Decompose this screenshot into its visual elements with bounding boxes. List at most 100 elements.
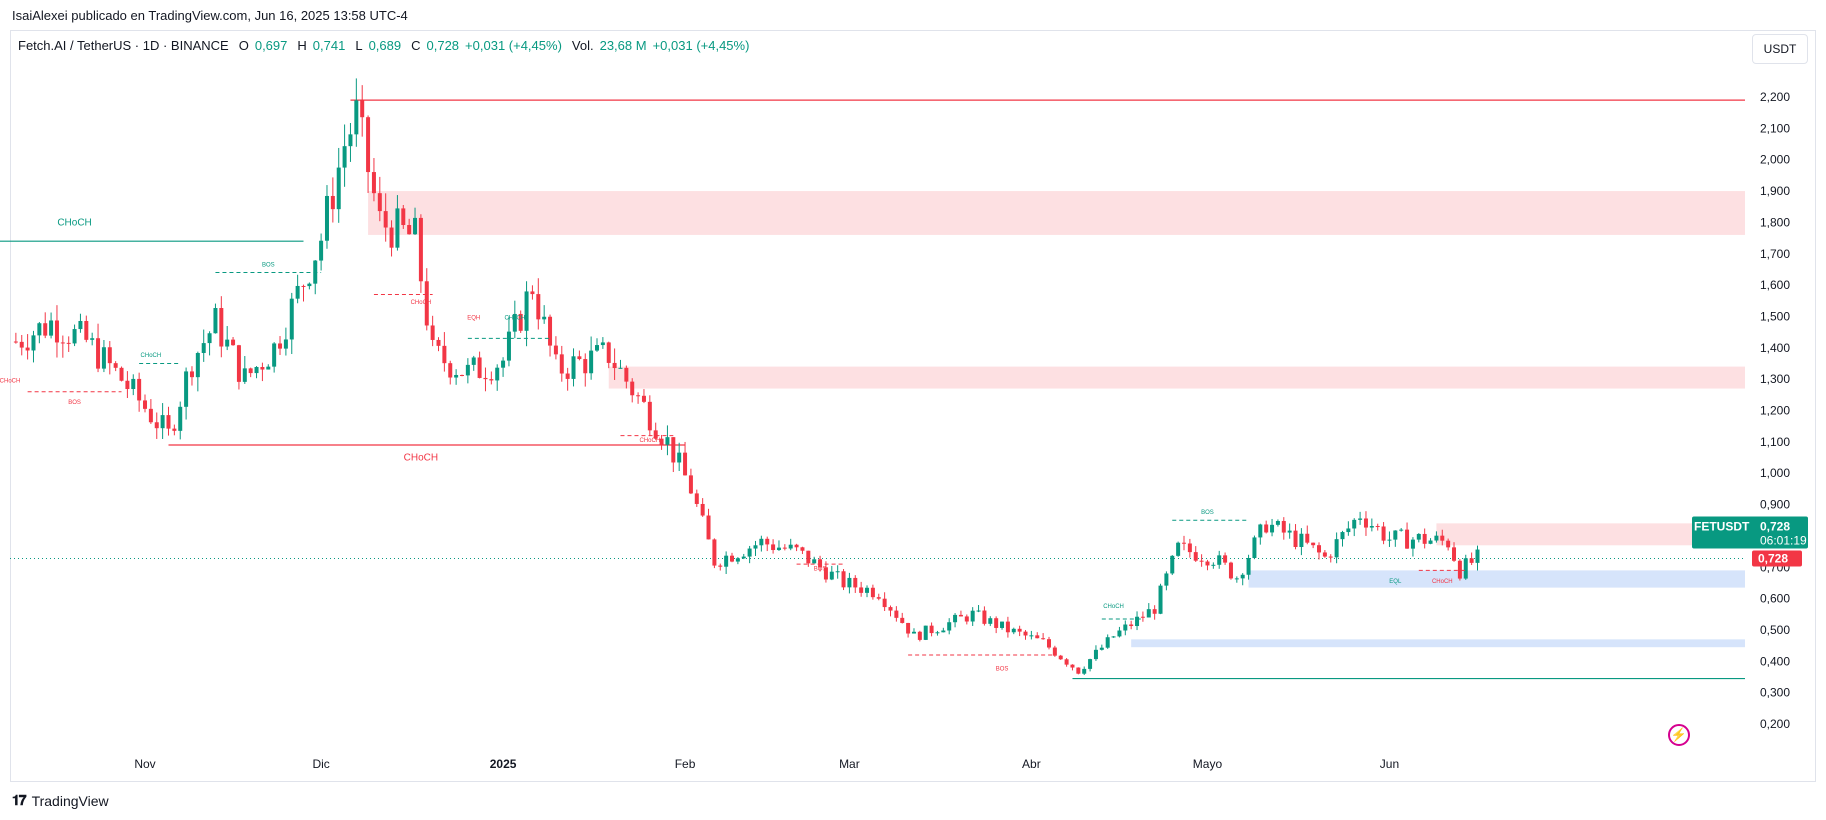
candle (219, 296, 224, 358)
candle (195, 351, 200, 392)
candle-body (254, 367, 259, 374)
x-tick-label: Nov (134, 757, 155, 771)
candle-body (471, 357, 476, 365)
candle-body (1052, 647, 1057, 656)
candle-body (1258, 524, 1263, 538)
candle-body (612, 362, 617, 369)
candle (489, 371, 494, 385)
candle (383, 193, 388, 242)
candle (812, 556, 817, 564)
candle (542, 305, 547, 324)
legend-close-key: C (411, 38, 421, 53)
currency-selector[interactable]: USDT (1752, 34, 1808, 64)
annotation-choch: CHoCH (504, 316, 525, 322)
candle (471, 355, 476, 371)
candle (231, 336, 236, 346)
candle-body (37, 323, 42, 336)
candle (688, 468, 693, 495)
candle (225, 326, 230, 351)
candle (630, 378, 635, 403)
candle (477, 351, 482, 379)
legend-change: +0,031 (+4,45%) (465, 38, 562, 53)
candle (260, 362, 265, 382)
candle-body (1463, 558, 1468, 579)
candle-body (935, 632, 940, 634)
lightning-icon[interactable]: ⚡ (1668, 724, 1690, 746)
candle (125, 371, 130, 399)
candle (1187, 538, 1192, 558)
candle-body (1328, 556, 1333, 558)
annotation-eql: EQL (1389, 579, 1402, 585)
candle-body (1135, 616, 1140, 627)
candle (459, 374, 464, 377)
candle (1252, 535, 1257, 560)
candle (1422, 528, 1427, 549)
candle-body (201, 343, 206, 353)
candle (371, 158, 376, 202)
candle-body (506, 331, 511, 361)
legend-symbol[interactable]: Fetch.AI / TetherUS · 1D · BINANCE (18, 38, 229, 53)
x-tick-label: Abr (1022, 757, 1041, 771)
candle (342, 124, 347, 187)
candle (1322, 550, 1327, 558)
candle (1223, 552, 1228, 565)
candle-body (976, 610, 981, 612)
candle-body (1023, 631, 1028, 636)
candle-body (1369, 526, 1374, 528)
candle-body (753, 545, 758, 549)
candle (606, 341, 611, 369)
candle-body (154, 422, 159, 429)
candle (1152, 605, 1157, 620)
candle-body (477, 357, 482, 378)
candle-body (236, 345, 241, 382)
candle (1393, 530, 1398, 547)
candle-body (1469, 558, 1474, 563)
candle (612, 348, 617, 380)
candle-body (618, 367, 623, 369)
candle (1140, 611, 1145, 622)
candle-body (1358, 518, 1363, 520)
candle (800, 546, 805, 555)
candle (113, 361, 118, 372)
candle (829, 565, 834, 581)
y-tick-label: 0,200 (1760, 717, 1790, 731)
candle (724, 551, 729, 574)
chart-frame[interactable] (10, 30, 1816, 782)
candle-body (688, 475, 693, 494)
legend-volume-change: +0,031 (+4,45%) (652, 38, 750, 53)
candle (976, 605, 981, 613)
candle (1123, 620, 1128, 636)
y-tick-label: 1,100 (1760, 435, 1790, 449)
candle (148, 399, 153, 424)
y-tick-label: 1,200 (1760, 404, 1790, 418)
candle-body (342, 146, 347, 168)
candle-body (219, 308, 224, 347)
legend-high-key: H (297, 38, 307, 53)
candle-body (1281, 520, 1286, 533)
candle (324, 185, 329, 249)
candle (13, 332, 18, 344)
candle (636, 392, 641, 404)
candle (1405, 522, 1410, 549)
candle (1346, 521, 1351, 536)
annotation-choch: CHoCH (404, 453, 438, 464)
candle (242, 356, 247, 384)
candle (765, 536, 770, 552)
ohlc-legend: Fetch.AI / TetherUS · 1D · BINANCE O 0,69… (18, 38, 749, 53)
candle (1088, 658, 1093, 672)
candle-body (266, 366, 271, 370)
candle-body (1293, 530, 1298, 547)
candle-body (377, 193, 382, 212)
candle (982, 606, 987, 626)
candle (166, 406, 171, 436)
candle (665, 425, 670, 456)
candle (137, 372, 142, 412)
candle-body (900, 617, 905, 623)
tradingview-logo[interactable]: 𝟏𝟕 TradingView (12, 792, 109, 809)
candle-body (225, 339, 230, 347)
candle-body (160, 415, 165, 429)
candle-body (641, 395, 646, 402)
candle-body (60, 342, 65, 344)
candle (1463, 554, 1468, 580)
